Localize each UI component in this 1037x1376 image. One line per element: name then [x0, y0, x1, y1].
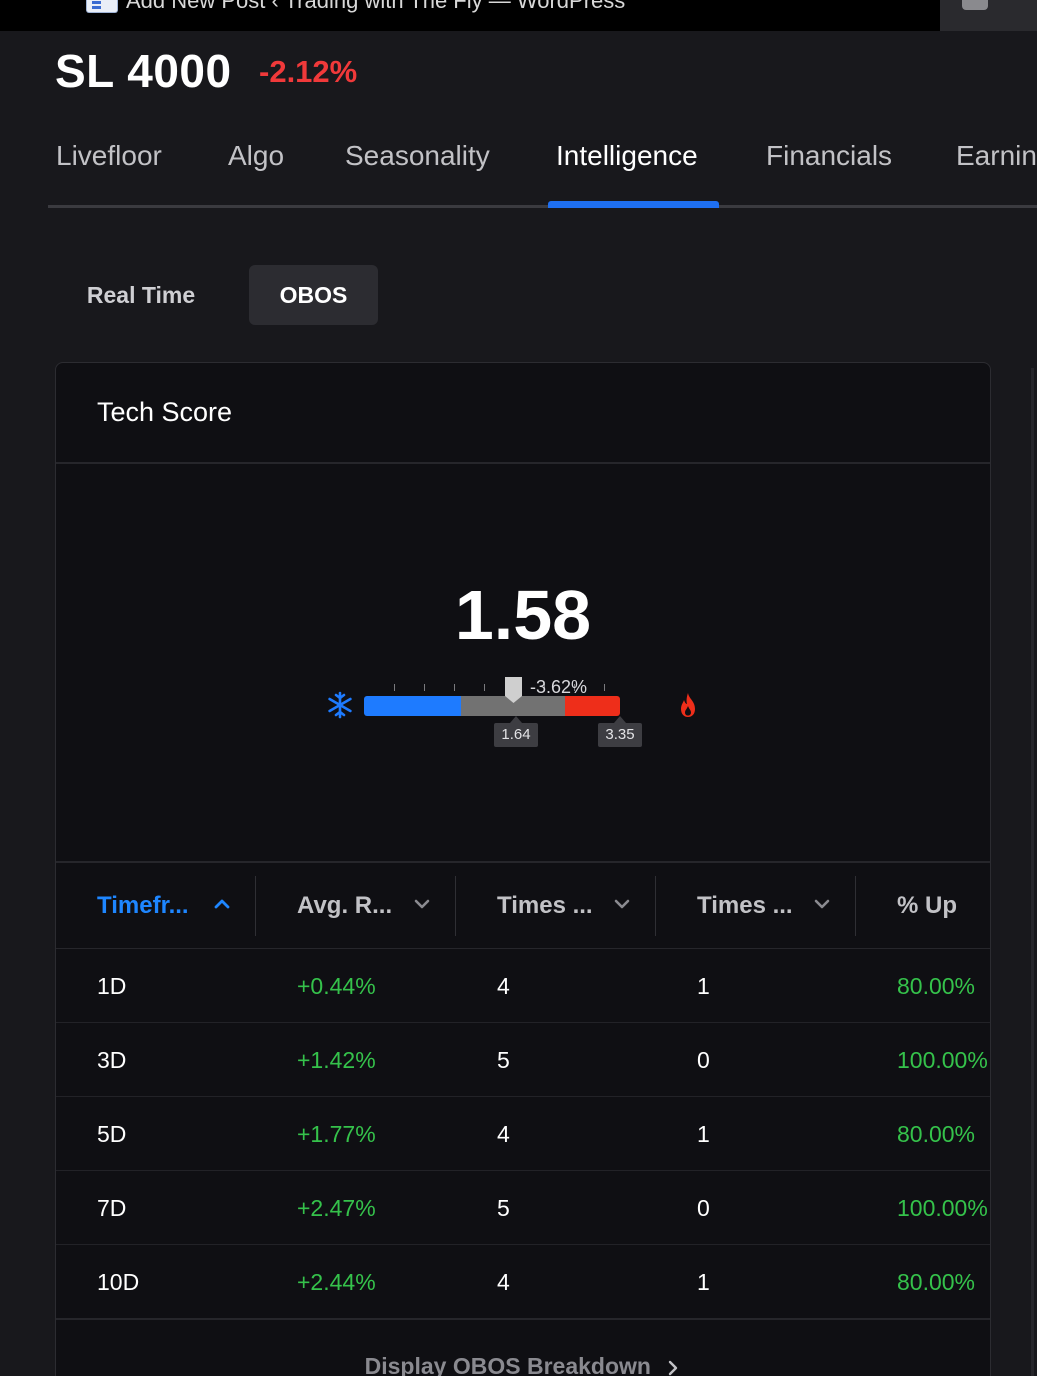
column-header-avg-return[interactable]: Avg. R... — [297, 892, 393, 919]
close-icon[interactable] — [962, 0, 988, 10]
cell-timeframe: 3D — [97, 1047, 127, 1073]
price-change: -2.12% — [259, 54, 358, 89]
chevron-up-icon[interactable] — [213, 895, 231, 913]
browser-tab-bar: Add New Post ‹ Trading with The Fly — Wo… — [0, 0, 940, 31]
column-header-timeframe[interactable]: Timefr... — [97, 892, 189, 919]
tab-bar-divider — [48, 205, 1037, 208]
gauge-pointer-icon — [505, 677, 522, 703]
column-separator[interactable] — [255, 876, 256, 936]
column-header-times-up[interactable]: Times ... — [497, 892, 593, 919]
table-header: Timefr... Avg. R... Times ... Times ... … — [56, 863, 990, 949]
snowflake-icon — [328, 691, 352, 719]
tab-seasonality[interactable]: Seasonality — [345, 140, 490, 171]
tab-financials[interactable]: Financials — [766, 140, 893, 171]
cell-timeframe: 7D — [97, 1195, 127, 1221]
table-row[interactable]: 7D +2.47% 5 0 100.00% — [56, 1171, 990, 1245]
cell-times-down: 1 — [697, 973, 710, 999]
column-separator[interactable] — [455, 876, 456, 936]
cell-times-up: 4 — [497, 973, 510, 999]
obos-breakdown-label: Display OBOS Breakdown — [364, 1353, 651, 1376]
row-divider — [56, 1022, 990, 1023]
table-top-divider — [56, 861, 990, 863]
fire-icon — [681, 693, 695, 717]
row-divider — [56, 1170, 990, 1171]
gauge-tick — [604, 684, 605, 691]
table-row[interactable]: 10D +2.44% 4 1 80.00% — [56, 1245, 990, 1319]
table-row[interactable]: 5D +1.77% 4 1 80.00% — [56, 1097, 990, 1171]
gauge-pointer-label: -3.62% — [530, 677, 588, 697]
gauge-neutral-zone — [461, 696, 565, 716]
column-header-pct-up[interactable]: % Up — [897, 892, 957, 919]
gauge-tick — [574, 684, 575, 691]
window-controls — [940, 0, 1037, 31]
card-header-divider — [56, 462, 990, 464]
threshold-high-label: 3.35 — [598, 723, 642, 747]
cell-times-up: 5 — [497, 1195, 510, 1221]
chevron-down-icon[interactable] — [813, 895, 831, 913]
cell-pct-up: 100.00% — [897, 1195, 988, 1221]
adjacent-panel-edge — [1031, 368, 1034, 1376]
ticker-symbol: SL 4000 — [55, 45, 232, 97]
tab-livefloor[interactable]: Livefloor — [56, 140, 162, 171]
cell-avg-return: +2.47% — [297, 1195, 376, 1221]
table-row[interactable]: 1D +0.44% 4 1 80.00% — [56, 949, 990, 1023]
tab-intelligence[interactable]: Intelligence — [556, 140, 698, 171]
obos-breakdown-link[interactable]: Display OBOS Breakdown — [56, 1353, 990, 1376]
threshold-low-arrow — [510, 716, 522, 723]
cell-avg-return: +0.44% — [297, 973, 376, 999]
cell-pct-up: 80.00% — [897, 1121, 976, 1147]
cell-times-down: 0 — [697, 1047, 710, 1073]
cell-pct-up: 80.00% — [897, 1269, 976, 1295]
chevron-right-icon — [669, 1360, 678, 1376]
cell-pct-up: 100.00% — [897, 1047, 988, 1073]
gauge-tick — [454, 684, 455, 691]
cell-timeframe: 10D — [97, 1269, 140, 1295]
cell-avg-return: +1.42% — [297, 1047, 376, 1073]
tab-algo[interactable]: Algo — [228, 140, 285, 171]
active-tab-indicator — [548, 201, 719, 208]
browser-tab-title[interactable]: Add New Post ‹ Trading with The Fly — Wo… — [126, 0, 626, 13]
threshold-low-label: 1.64 — [494, 723, 538, 747]
gauge-hot-zone — [565, 696, 620, 716]
cell-times-down: 0 — [697, 1195, 710, 1221]
cell-times-down: 1 — [697, 1121, 710, 1147]
realtime-button[interactable]: Real Time — [86, 282, 196, 308]
tab-earnings[interactable]: Earnin — [956, 140, 1037, 171]
row-divider — [56, 1096, 990, 1097]
tech-score-value: 1.58 — [454, 576, 592, 654]
table-row[interactable]: 3D +1.42% 5 0 100.00% — [56, 1023, 990, 1097]
column-header-times-down[interactable]: Times ... — [697, 892, 793, 919]
gauge-tick — [484, 684, 485, 691]
cell-avg-return: +1.77% — [297, 1121, 376, 1147]
cell-avg-return: +2.44% — [297, 1269, 376, 1295]
cell-pct-up: 80.00% — [897, 973, 976, 999]
gauge-tick — [544, 684, 545, 691]
obos-button[interactable]: OBOS — [249, 265, 378, 325]
gauge-tick — [394, 684, 395, 691]
row-divider — [56, 1244, 990, 1245]
card-title: Tech Score — [97, 397, 233, 427]
chevron-down-icon[interactable] — [413, 895, 431, 913]
cell-timeframe: 5D — [97, 1121, 127, 1147]
cell-times-up: 4 — [497, 1269, 510, 1295]
threshold-high-arrow — [614, 716, 626, 723]
gauge-tick — [424, 684, 425, 691]
cell-times-down: 1 — [697, 1269, 710, 1295]
wordpress-favicon-icon — [86, 0, 118, 13]
chevron-down-icon[interactable] — [613, 895, 631, 913]
tech-score-card: Tech Score 1.58 — [55, 362, 991, 1376]
cell-times-up: 4 — [497, 1121, 510, 1147]
table-header-divider — [56, 948, 990, 949]
cell-timeframe: 1D — [97, 973, 127, 999]
gauge-cold-zone — [364, 696, 461, 716]
table-bottom-divider — [56, 1318, 990, 1320]
column-separator[interactable] — [655, 876, 656, 936]
tab-bar: Livefloor Algo Seasonality Intelligence … — [48, 130, 1037, 208]
column-separator[interactable] — [855, 876, 856, 936]
cell-times-up: 5 — [497, 1047, 510, 1073]
score-gauge: -3.62% 1.64 3.35 — [326, 673, 706, 753]
